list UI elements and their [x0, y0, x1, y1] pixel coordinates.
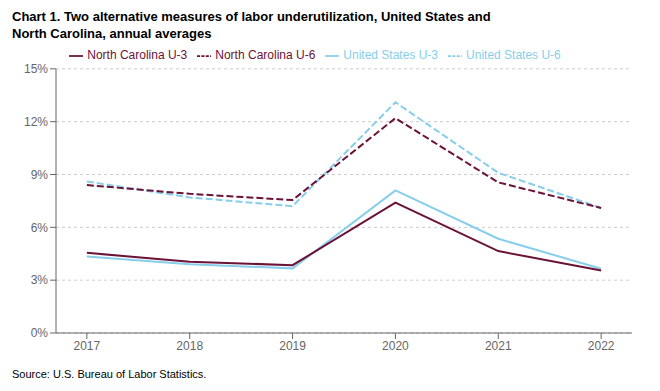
svg-text:6%: 6% [31, 221, 49, 235]
svg-text:2018: 2018 [176, 339, 203, 353]
html-text:North Carolina U-6: North Carolina U-6 [215, 48, 316, 62]
svg-text:2022: 2022 [588, 339, 615, 353]
svg-text:2017: 2017 [74, 339, 101, 353]
html-text:North Carolina, annual average: North Carolina, annual averages [12, 26, 212, 41]
svg-text:2021: 2021 [485, 339, 512, 353]
html-text:Source: U.S. Bureau of Labor S: Source: U.S. Bureau of Labor Statistics. [12, 368, 207, 380]
html-text:United States U-6: United States U-6 [466, 48, 561, 62]
svg-text:2020: 2020 [382, 339, 409, 353]
svg-text:3%: 3% [31, 273, 49, 287]
svg-text:15%: 15% [24, 62, 48, 76]
html-text:United States U-3: United States U-3 [343, 48, 438, 62]
svg-text:12%: 12% [24, 115, 48, 129]
svg-text:2019: 2019 [279, 339, 306, 353]
html-text:Chart 1. Two alternative measu: Chart 1. Two alternative measures of lab… [12, 9, 491, 24]
html-text:North Carolina U-3: North Carolina U-3 [87, 48, 188, 62]
svg-text:9%: 9% [31, 168, 49, 182]
svg-text:0%: 0% [31, 326, 49, 340]
